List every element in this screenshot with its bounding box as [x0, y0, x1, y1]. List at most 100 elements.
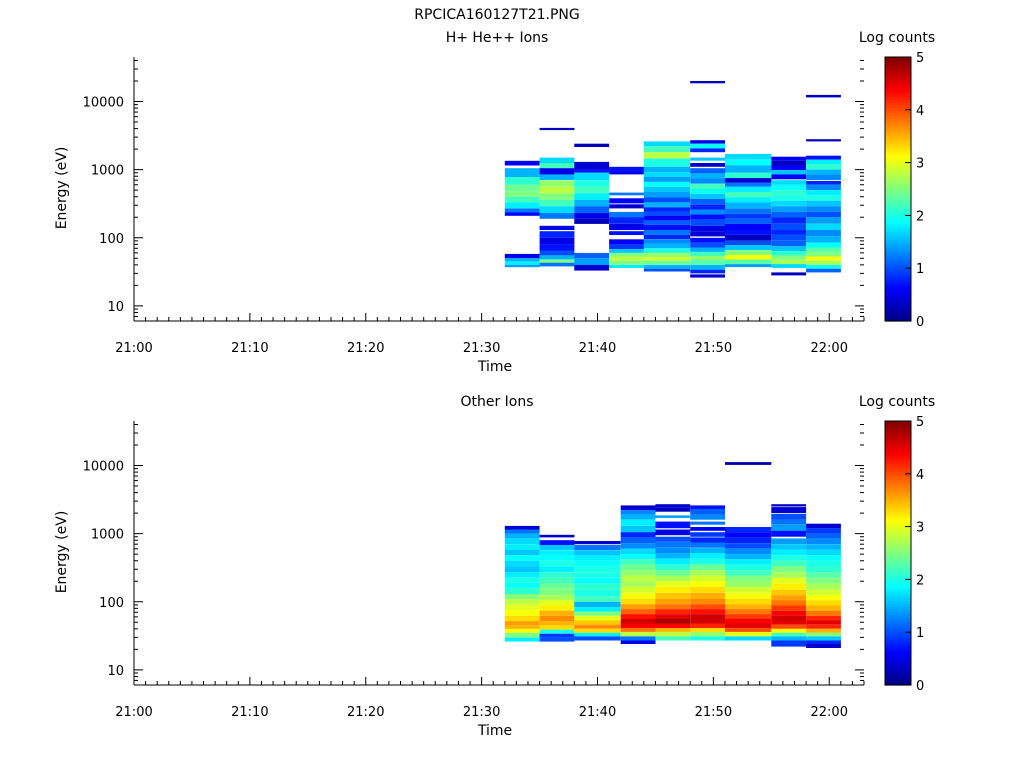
- heatmap-cell: [725, 598, 772, 605]
- colorbar-swatch: [885, 671, 911, 676]
- heatmap-cell: [690, 209, 725, 215]
- heatmap-cell: [620, 623, 656, 629]
- heatmap-cell: [539, 157, 575, 163]
- heatmap-cell: [609, 264, 644, 268]
- colorbar-swatch: [885, 502, 911, 507]
- colorbar-swatch: [885, 589, 911, 594]
- colorbar-swatch: [885, 80, 911, 84]
- heatmap-cell: [620, 586, 656, 593]
- heatmap-cells: [504, 462, 841, 648]
- heatmap-cell: [574, 589, 621, 597]
- colorbar-swatch: [885, 621, 911, 625]
- heatmap-cell: [504, 208, 540, 213]
- heatmap-cell: [725, 559, 772, 565]
- heatmap-cell: [806, 644, 841, 648]
- heatmap-cell: [690, 623, 725, 629]
- colorbar-swatch: [885, 83, 911, 87]
- colorbar-swatch: [885, 276, 911, 280]
- heatmap-cell: [655, 575, 691, 582]
- heatmap-cell: [771, 200, 807, 207]
- colorbar-swatch: [885, 661, 911, 665]
- heatmap-cell: [609, 249, 644, 253]
- heatmap-cell: [806, 636, 841, 641]
- heatmap-cell: [690, 214, 725, 220]
- heatmap-cell: [539, 231, 575, 238]
- colorbar-swatch: [885, 78, 911, 82]
- heatmap-cell: [725, 264, 772, 268]
- colorbar-swatch: [885, 523, 911, 528]
- colorbar-swatch: [885, 318, 911, 322]
- heatmap-cell: [574, 628, 621, 633]
- heatmap-cell: [690, 237, 725, 243]
- heatmap-cell: [725, 208, 772, 214]
- heatmap-cell: [655, 536, 691, 542]
- colorbar-swatch: [885, 286, 911, 290]
- heatmap-cell: [620, 604, 656, 610]
- heatmap-cell: [806, 184, 841, 191]
- colorbar-swatch: [885, 634, 911, 639]
- heatmap-cell: [620, 514, 656, 520]
- colorbar-tick-label: 5: [916, 415, 924, 430]
- colorbar-swatch: [885, 115, 911, 119]
- heatmap-cell: [539, 127, 575, 131]
- heatmap-cell: [771, 610, 807, 616]
- colorbar-swatch: [885, 123, 911, 127]
- heatmap-cell: [620, 640, 656, 644]
- heatmap-cell: [771, 544, 807, 550]
- heatmap-cell: [771, 174, 807, 180]
- colorbar-swatch: [885, 500, 911, 504]
- heatmap-cell: [539, 225, 575, 230]
- heatmap-cell: [771, 156, 807, 161]
- heatmap-cell: [643, 177, 691, 182]
- heatmap-cell: [504, 572, 540, 578]
- heatmap-cell: [539, 633, 575, 638]
- colorbar-tick-label: 2: [916, 573, 924, 588]
- panel-title: H+ He++ Ions: [446, 30, 549, 46]
- heatmap-cell: [806, 236, 841, 243]
- colorbar-swatch: [885, 302, 911, 306]
- heatmap-cell: [609, 252, 644, 257]
- heatmap-cell: [504, 587, 540, 594]
- heatmap-cell: [806, 181, 841, 185]
- heatmap-cell: [690, 614, 725, 619]
- colorbar-swatch: [885, 265, 911, 269]
- y-tick-label: 1000: [91, 528, 124, 543]
- colorbar-swatch: [885, 682, 911, 686]
- heatmap-cell: [539, 583, 575, 589]
- heatmap-cell: [771, 160, 807, 166]
- heatmap-cell: [643, 260, 691, 265]
- colorbar-swatch: [885, 178, 911, 182]
- colorbar-swatch: [885, 244, 911, 248]
- panel-other-ions: Other Ions Log counts Time Energy (eV) 2…: [54, 394, 935, 739]
- heatmap-cell: [725, 628, 772, 632]
- heatmap-cell: [643, 207, 691, 212]
- heatmap-cell: [690, 553, 725, 559]
- heatmap-cell: [771, 272, 807, 276]
- heatmap-cell: [771, 504, 807, 507]
- x-tick-label: 21:00: [115, 341, 152, 356]
- heatmap-cell: [539, 600, 575, 606]
- heatmap-cell: [690, 586, 725, 593]
- colorbar-swatch: [885, 136, 911, 140]
- colorbar-swatch: [885, 101, 911, 106]
- heatmap-cell: [690, 274, 725, 278]
- heatmap-cell: [806, 159, 841, 165]
- colorbar-swatch: [885, 96, 911, 100]
- heatmap-cell: [620, 525, 656, 533]
- colorbar-swatch: [885, 642, 911, 646]
- heatmap-cell: [643, 186, 691, 192]
- colorbar-swatch: [885, 428, 911, 433]
- colorbar-swatch: [885, 442, 911, 446]
- heatmap-cell: [504, 560, 540, 567]
- heatmap-cell: [655, 598, 691, 605]
- heatmap-cell: [574, 172, 610, 181]
- heatmap-cell: [771, 577, 807, 584]
- heatmap-cell: [725, 592, 772, 599]
- heatmap-cell: [539, 629, 575, 634]
- heatmap-cell: [574, 193, 610, 200]
- colorbar-swatch: [885, 487, 911, 491]
- x-tick-label: 21:30: [463, 341, 500, 356]
- heatmap-cell: [690, 81, 725, 84]
- heatmap-cell: [504, 625, 540, 629]
- colorbar-swatch: [885, 75, 911, 79]
